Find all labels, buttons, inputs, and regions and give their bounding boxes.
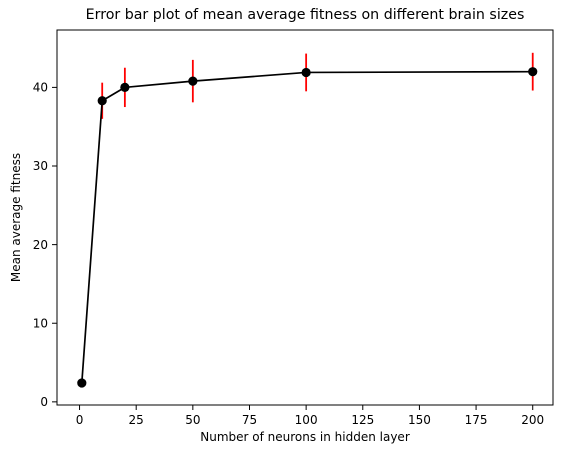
x-tick-label: 125 <box>351 413 374 427</box>
x-tick-label: 0 <box>76 413 84 427</box>
y-tick-label: 10 <box>33 316 48 330</box>
data-point <box>77 378 87 388</box>
x-tick-label: 175 <box>465 413 488 427</box>
data-markers <box>77 67 538 388</box>
x-tick-label: 75 <box>242 413 257 427</box>
x-tick-label: 150 <box>408 413 431 427</box>
y-tick-label: 0 <box>40 395 48 409</box>
data-point <box>301 67 311 78</box>
plot-background <box>57 30 553 405</box>
y-axis-ticks: 0 10 20 30 40 <box>33 81 57 409</box>
y-axis-label: Mean average fitness <box>9 153 23 282</box>
data-point <box>188 76 198 86</box>
x-tick-label: 25 <box>129 413 144 427</box>
series-line <box>80 70 533 384</box>
data-point <box>528 67 538 77</box>
y-tick-label: 20 <box>33 238 48 252</box>
x-axis-label: Number of neurons in hidden layer <box>200 430 410 444</box>
x-tick-label: 50 <box>185 413 200 427</box>
data-point <box>120 82 130 92</box>
x-tick-label: 200 <box>521 413 544 427</box>
x-axis-ticks: 0 25 50 75 100 125 150 175 200 <box>76 405 544 427</box>
chart-title: Error bar plot of mean average fitness o… <box>86 7 525 23</box>
plot-frame <box>56 29 554 406</box>
y-tick-label: 40 <box>33 81 48 95</box>
y-tick-label: 30 <box>33 159 48 173</box>
data-point <box>97 96 107 106</box>
x-tick-label: 100 <box>295 413 318 427</box>
plot-area <box>56 29 554 406</box>
series-line-group <box>80 70 533 384</box>
